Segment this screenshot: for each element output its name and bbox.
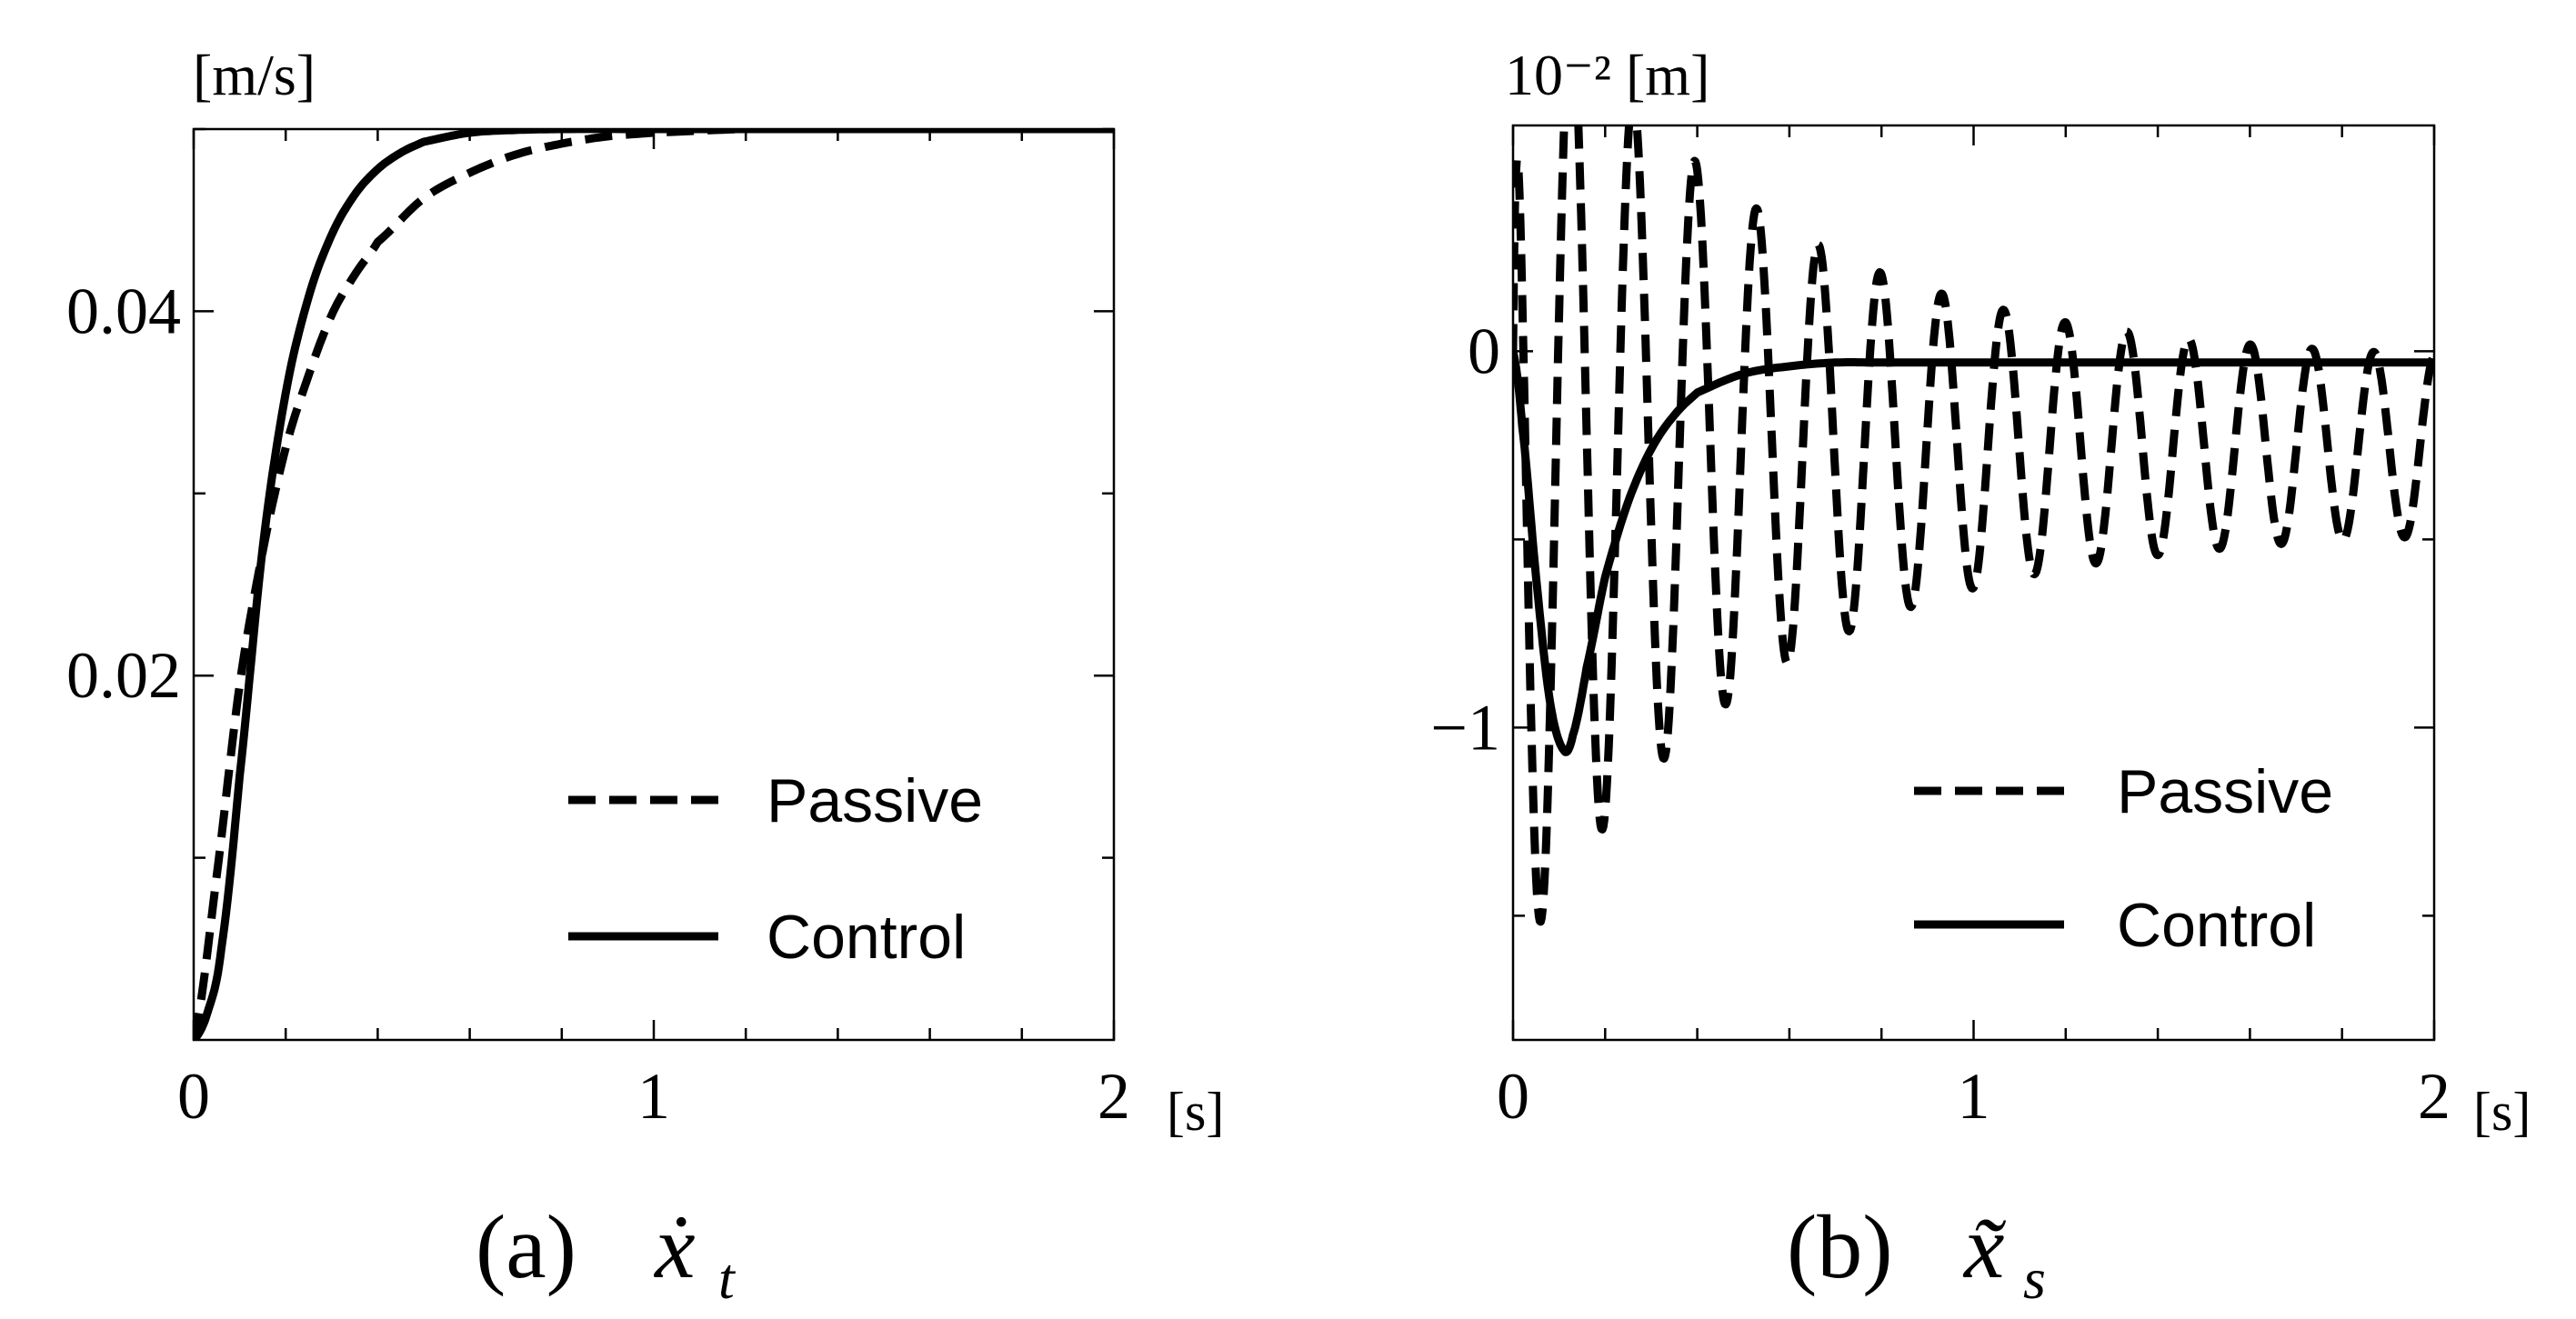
panel-b-ticks (1511, 125, 2436, 1040)
panel-a-caption-subscript: t (718, 1246, 737, 1311)
panel-b-x-tick-label: 2 (2418, 1060, 2451, 1133)
panel-a-x-tick-label: 0 (177, 1060, 210, 1133)
panel-b-caption-symbol: x̃ (1962, 1196, 2007, 1297)
panel-a-legend: Passive Control (568, 766, 983, 972)
panel-b-legend: Passive Control (1914, 757, 2333, 960)
panel-a-y-tick-label: 0.02 (66, 639, 181, 712)
panel-b-x-tick-label: 1 (1958, 1060, 1990, 1133)
panel-a-tick-labels: 0 1 2 0.02 0.04 (66, 275, 1130, 1133)
panel-b-series-passive (1513, 125, 2434, 926)
legend-passive-label: Passive (2117, 757, 2333, 826)
panel-b-y-tick-label: −1 (1430, 691, 1500, 764)
panel-b-series-control (1513, 350, 2434, 756)
panel-b-caption-label: (b) (1787, 1196, 1893, 1297)
panel-a-y-unit: [m/s] (193, 43, 316, 107)
legend-control-label: Control (767, 903, 966, 972)
panel-b-y-tick-label: 0 (1468, 315, 1500, 387)
panel-a-caption-label: (a) (476, 1196, 576, 1297)
panel-a-caption-symbol: ẋ (653, 1196, 695, 1297)
panel-b: 0 1 2 −1 0 10⁻² [m] [s] Passive Control (b) … (1430, 43, 2531, 1311)
panel-a: 0 1 2 0.02 0.04 [m/s] [s] Passive Control (a… (66, 43, 1224, 1311)
panel-a-caption: (a) ẋ (476, 1196, 695, 1297)
panel-b-x-tick-label: 0 (1497, 1060, 1529, 1133)
panel-b-plot-area (1513, 125, 2434, 926)
legend-control-label: Control (2117, 891, 2316, 960)
panel-b-caption: (b) x̃ (1787, 1196, 2007, 1297)
panel-a-x-tick-label: 2 (1098, 1060, 1130, 1133)
panel-b-tick-labels: 0 1 2 −1 0 (1430, 315, 2451, 1133)
legend-passive-label: Passive (767, 766, 983, 835)
panel-b-x-unit: [s] (2473, 1082, 2531, 1142)
panel-b-y-unit: 10⁻² [m] (1505, 43, 1709, 107)
panel-a-x-tick-label: 1 (637, 1060, 670, 1133)
panel-a-y-tick-label: 0.04 (66, 275, 181, 347)
panel-a-x-unit: [s] (1167, 1082, 1224, 1142)
panel-a-ticks (192, 127, 1116, 1040)
panel-b-caption-subscript: s (2023, 1246, 2046, 1311)
